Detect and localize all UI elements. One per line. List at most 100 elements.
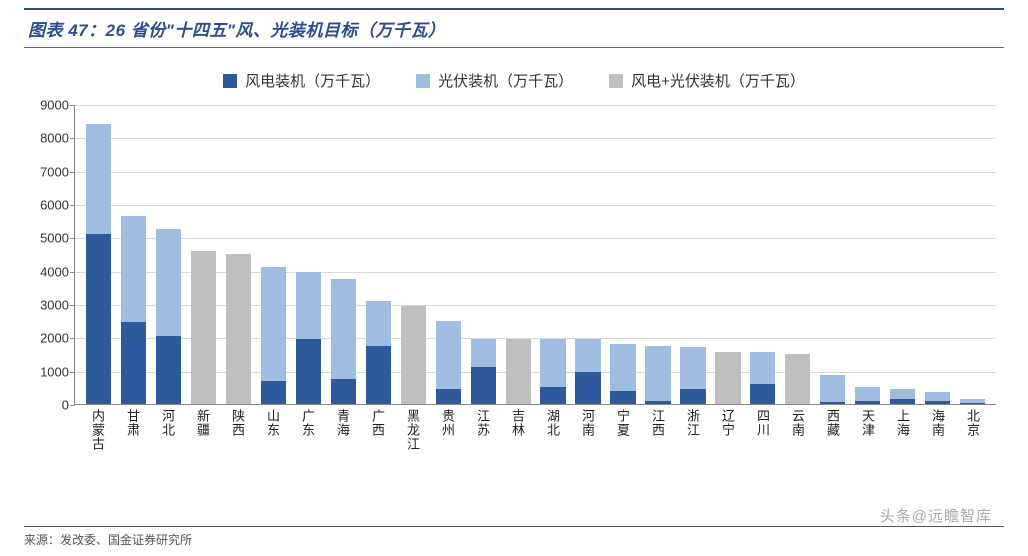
- x-label: 浙江: [675, 409, 710, 451]
- bar-segment-solar: [86, 124, 111, 234]
- bar-stack: [715, 105, 740, 404]
- bar-segment-wind: [750, 384, 775, 404]
- bar-segment-solar: [890, 389, 915, 399]
- legend-label-solar: 光伏装机（万千瓦）: [438, 70, 573, 91]
- x-label-text: 广西: [368, 409, 387, 451]
- y-tick-label: 0: [25, 398, 69, 413]
- bar-segment-wind: [855, 401, 880, 404]
- bar-slot: [815, 105, 850, 404]
- x-label: 西藏: [815, 409, 850, 451]
- bar-segment-wind: [645, 401, 670, 404]
- plot-area: 0100020003000400050006000700080009000: [74, 105, 996, 405]
- bar-slot: [641, 105, 676, 404]
- x-label: 四川: [745, 409, 780, 451]
- x-label-text: 海南: [928, 409, 947, 451]
- x-label: 江西: [640, 409, 675, 451]
- bar-segment-solar: [261, 267, 286, 380]
- watermark: 头条@远瞻智库: [880, 505, 992, 526]
- x-label: 海南: [920, 409, 955, 451]
- x-label: 内蒙古: [80, 409, 115, 451]
- x-label: 青海: [325, 409, 360, 451]
- bar-segment-wind: [471, 367, 496, 404]
- x-label-text: 河南: [578, 409, 597, 451]
- bar-stack: [331, 105, 356, 404]
- bar-stack: [436, 105, 461, 404]
- y-tick-label: 2000: [25, 331, 69, 346]
- bar-slot: [186, 105, 221, 404]
- bar-segment-solar: [925, 392, 950, 401]
- x-label-text: 江西: [648, 409, 667, 451]
- bar-slot: [501, 105, 536, 404]
- x-label-text: 青海: [333, 409, 352, 451]
- bar-stack: [401, 105, 426, 404]
- bar-stack: [86, 105, 111, 404]
- legend-label-wind: 风电装机（万千瓦）: [245, 70, 380, 91]
- bar-segment-solar: [366, 301, 391, 346]
- bar-stack: [960, 105, 985, 404]
- y-tick-label: 4000: [25, 264, 69, 279]
- x-label-text: 四川: [753, 409, 772, 451]
- bar-segment-combined: [715, 352, 740, 404]
- bar-stack: [750, 105, 775, 404]
- bar-segment-wind: [436, 389, 461, 404]
- chart-title: 图表 47：26 省份"十四五"风、光装机目标（万千瓦）: [24, 8, 1004, 48]
- chart-container: 图表 47：26 省份"十四五"风、光装机目标（万千瓦） 风电装机（万千瓦） 光…: [0, 0, 1028, 556]
- x-label-text: 贵州: [438, 409, 457, 451]
- bar-slot: [536, 105, 571, 404]
- bar-segment-solar: [575, 339, 600, 372]
- legend-swatch-combined: [609, 74, 623, 88]
- legend-swatch-wind: [223, 74, 237, 88]
- x-label: 山东: [255, 409, 290, 451]
- x-label-text: 甘肃: [123, 409, 142, 451]
- bar-slot: [745, 105, 780, 404]
- legend-label-combined: 风电+光伏装机（万千瓦）: [631, 70, 805, 91]
- x-label: 湖北: [535, 409, 570, 451]
- bar-slot: [850, 105, 885, 404]
- bar-stack: [296, 105, 321, 404]
- bar-segment-solar: [855, 387, 880, 400]
- x-label-text: 北京: [963, 409, 982, 451]
- bar-segment-combined: [506, 339, 531, 404]
- x-label: 新疆: [185, 409, 220, 451]
- x-label: 河南: [570, 409, 605, 451]
- bar-segment-solar: [156, 229, 181, 336]
- bar-slot: [361, 105, 396, 404]
- bar-segment-wind: [680, 389, 705, 404]
- bar-stack: [645, 105, 670, 404]
- bar-slot: [291, 105, 326, 404]
- bar-segment-wind: [296, 339, 321, 404]
- bar-stack: [226, 105, 251, 404]
- x-label: 广西: [360, 409, 395, 451]
- x-label-text: 新疆: [193, 409, 212, 451]
- bar-segment-wind: [331, 379, 356, 404]
- bar-slot: [885, 105, 920, 404]
- bar-segment-wind: [156, 336, 181, 404]
- bar-slot: [431, 105, 466, 404]
- bar-stack: [785, 105, 810, 404]
- legend-item-combined: 风电+光伏装机（万千瓦）: [609, 70, 805, 91]
- bar-segment-solar: [610, 344, 635, 391]
- x-label-text: 山东: [263, 409, 282, 451]
- x-label: 广东: [290, 409, 325, 451]
- x-label: 天津: [850, 409, 885, 451]
- bar-stack: [575, 105, 600, 404]
- bar-slot: [955, 105, 990, 404]
- bar-slot: [675, 105, 710, 404]
- bar-slot: [710, 105, 745, 404]
- bar-segment-solar: [121, 216, 146, 323]
- y-tick-label: 9000: [25, 98, 69, 113]
- legend-swatch-solar: [416, 74, 430, 88]
- x-label-text: 西藏: [823, 409, 842, 451]
- legend: 风电装机（万千瓦） 光伏装机（万千瓦） 风电+光伏装机（万千瓦）: [24, 48, 1004, 105]
- x-label: 河北: [150, 409, 185, 451]
- y-tick-label: 3000: [25, 298, 69, 313]
- x-label-text: 内蒙古: [88, 409, 107, 451]
- x-label: 宁夏: [605, 409, 640, 451]
- x-label: 辽宁: [710, 409, 745, 451]
- x-label-text: 河北: [158, 409, 177, 451]
- bar-slot: [396, 105, 431, 404]
- bar-segment-wind: [610, 391, 635, 404]
- x-label: 云南: [780, 409, 815, 451]
- bar-segment-wind: [261, 381, 286, 404]
- bar-segment-solar: [645, 346, 670, 401]
